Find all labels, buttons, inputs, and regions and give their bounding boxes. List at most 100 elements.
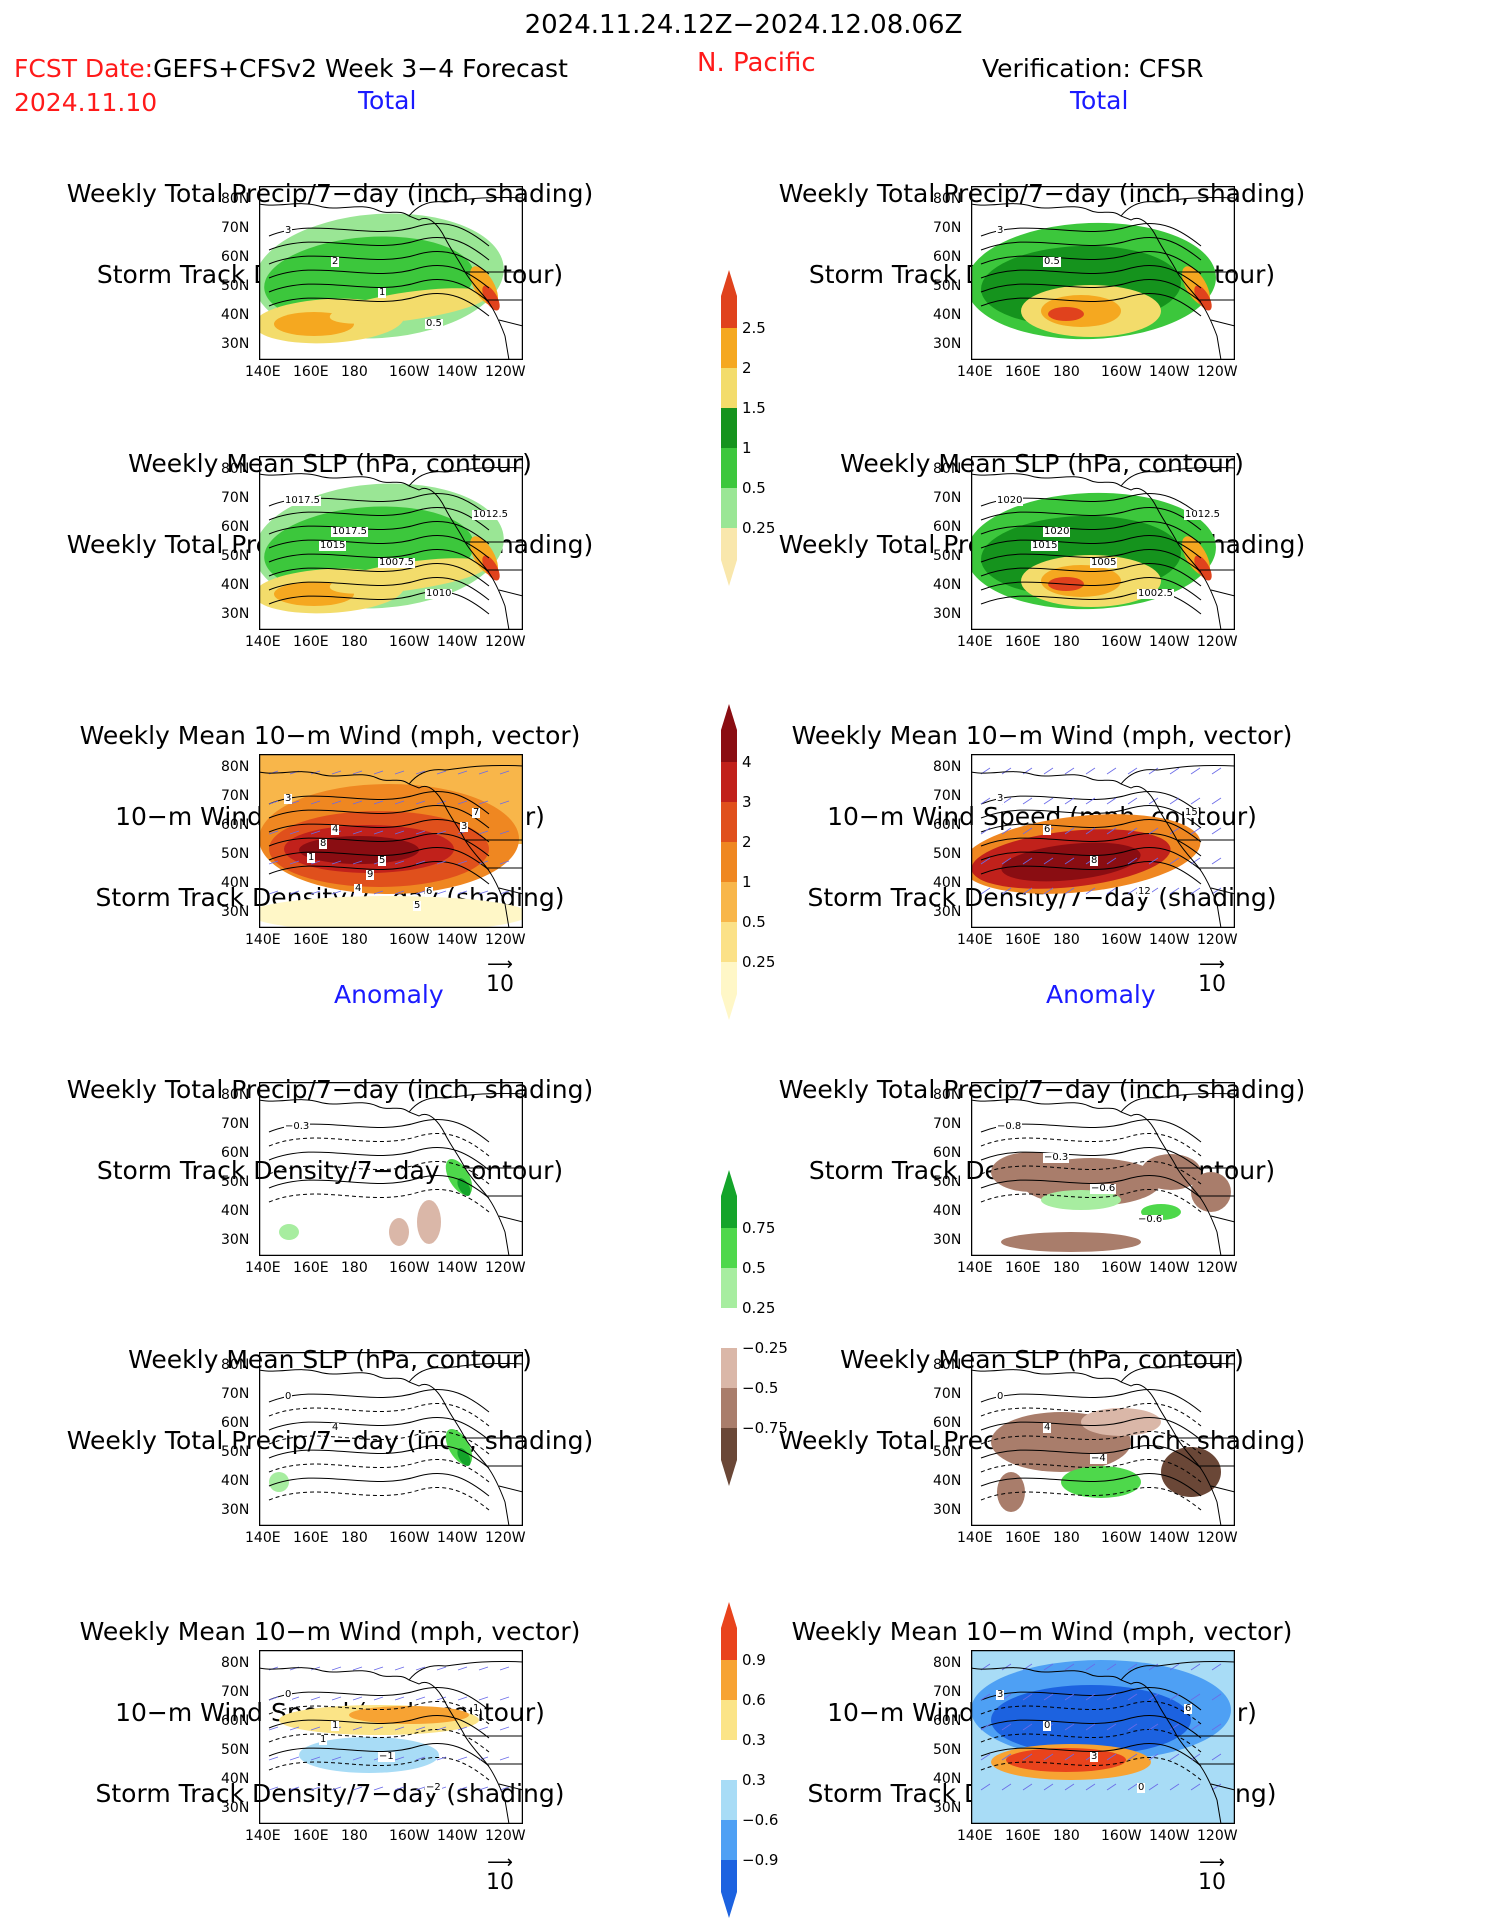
- lon-tick-label: 180: [1053, 1530, 1080, 1546]
- title-line: Weekly Total Precip/7−day (inch, shading…: [778, 1075, 1306, 1104]
- colorbar-tick-label: 0.9: [742, 1651, 766, 1669]
- colorbar-swatch: [721, 842, 737, 882]
- lon-tick-label: 140W: [1149, 1828, 1190, 1844]
- lat-tick-label: 30N: [221, 1800, 250, 1816]
- coastline: [971, 1362, 1235, 1526]
- contour-label: 3: [996, 225, 1005, 236]
- contour-label: −0.8: [996, 1121, 1023, 1132]
- coastline: [971, 1660, 1235, 1824]
- colorbar-tick-label: −0.9: [742, 1851, 779, 1869]
- lat-tick-label: 80N: [221, 1087, 250, 1103]
- lat-tick-label: 40N: [221, 875, 250, 891]
- contour-label: 1: [472, 1703, 481, 1714]
- colorbar-swatch: [721, 1740, 737, 1780]
- lon-tick-label: 180: [341, 932, 368, 948]
- lon-tick-label: 160W: [1101, 364, 1142, 380]
- title-line: Weekly Mean SLP (hPa, contour): [840, 1345, 1244, 1374]
- lat-tick-label: 70N: [933, 788, 962, 804]
- colorbar-tick-label: 0.5: [742, 479, 766, 497]
- lat-tick-label: 60N: [933, 1713, 962, 1729]
- map-plot: [971, 186, 1235, 360]
- vector-ref-label: 10: [1198, 972, 1226, 997]
- contour-layer: [980, 222, 1202, 317]
- colorbar-swatch: [721, 1428, 737, 1486]
- contour-label: 0: [284, 1391, 293, 1402]
- map-forecast-slp-anom: 0 4 80N 70N 60N 50N 40N 30N 140E 160E 180 160W 140W 1…: [221, 1352, 526, 1546]
- colorbar-swatch: [721, 962, 737, 1020]
- contour-label: 3: [284, 793, 293, 804]
- colorbar-precip-anomaly: 0.75 0.5 0.25 −0.25 −0.5 −0.75: [720, 1168, 788, 1492]
- map-frame: [259, 1352, 523, 1526]
- map-frame: [971, 186, 1235, 360]
- lon-tick-label: 160E: [293, 932, 329, 948]
- lat-tick-label: 70N: [221, 490, 250, 506]
- colorbar-swatch: [721, 802, 737, 842]
- fcst-date-label: FCST Date:: [14, 54, 154, 83]
- colorbar-swatch: [721, 762, 737, 802]
- lon-tick-label: 140W: [437, 1530, 478, 1546]
- lat-tick-label: 70N: [221, 788, 250, 804]
- colorbar-tick-label: 0.25: [742, 1299, 776, 1317]
- colorbar-swatch: [721, 1700, 737, 1740]
- lat-tick-label: 30N: [933, 336, 962, 352]
- lat-tick-label: 80N: [221, 191, 250, 207]
- lat-tick-label: 50N: [221, 1174, 250, 1190]
- lon-tick-label: 120W: [485, 1260, 526, 1276]
- contour-label: −4: [1090, 1453, 1107, 1464]
- colorbar-tick-label: 0.3: [742, 1731, 766, 1749]
- lon-tick-label: 140E: [245, 932, 281, 948]
- vector-reference-fc-anom: ⟶ 10: [475, 1854, 525, 1896]
- lon-tick-label: 140E: [245, 1828, 281, 1844]
- coastline: [259, 1362, 523, 1526]
- contour-label: −0.6: [1090, 1183, 1117, 1194]
- shading-layer: [259, 213, 504, 344]
- title-line: Weekly Total Precip/7−day (inch, shading…: [778, 179, 1306, 208]
- map-plot: [971, 456, 1235, 630]
- lon-tick-label: 140E: [245, 364, 281, 380]
- contour-label: 1: [307, 852, 316, 863]
- lon-tick-label: 140E: [957, 1260, 993, 1276]
- colorbar-tick-label: 0.5: [742, 913, 766, 931]
- lon-tick-label: 120W: [485, 364, 526, 380]
- contour-layer: [268, 222, 490, 317]
- contour-label: 3: [284, 225, 293, 236]
- contour-layer: [980, 492, 1202, 615]
- lat-tick-label: 30N: [221, 1232, 250, 1248]
- lon-tick-label: 160W: [1101, 634, 1142, 650]
- arrow-right-icon: ⟶: [1199, 1852, 1225, 1873]
- lat-tick-label: 30N: [933, 1800, 962, 1816]
- title-fc-slp-anom: Weekly Mean SLP (hPa, contour) Weekly To…: [60, 1292, 600, 1508]
- lat-tick-label: 50N: [221, 548, 250, 564]
- contour-label: 7: [472, 807, 481, 818]
- contour-label: 1017.5: [284, 495, 321, 506]
- section-anomaly-verification: Anomaly: [1046, 980, 1156, 1009]
- lat-tick-label: 50N: [933, 1444, 962, 1460]
- colorbar-swatch: [721, 1268, 737, 1308]
- contour-label: 8: [319, 838, 328, 849]
- map-verification-precip-anom: −0.8 −0.3 −0.6 −0.6 80N 70N 60N 50N 40N 30N 140E 16…: [933, 1082, 1238, 1276]
- colorbar-swatch: [721, 922, 737, 962]
- lat-tick-label: 70N: [933, 1684, 962, 1700]
- coastline: [259, 1092, 523, 1256]
- contour-label: 1002.5: [1137, 588, 1174, 599]
- colorbar-tick-label: 0.25: [742, 953, 776, 971]
- lat-tick-label: 40N: [933, 1771, 962, 1787]
- lon-tick-label: 180: [341, 1828, 368, 1844]
- lon-tick-label: 140W: [1149, 1260, 1190, 1276]
- colorbar-tick-label: 0.6: [742, 1691, 766, 1709]
- lat-tick-label: 60N: [933, 249, 962, 265]
- lat-tick-label: 50N: [221, 846, 250, 862]
- lat-tick-label: 80N: [221, 1655, 250, 1671]
- shading-layer: [971, 1650, 1235, 1824]
- lon-tick-label: 120W: [1197, 1828, 1238, 1844]
- lat-tick-label: 30N: [221, 336, 250, 352]
- map-forecast-wind-total: 3 4 5 6 7 8 9 5 3 1 4 80N 70N 60N 50N 40N 30N 140E 160E 180…: [221, 754, 526, 948]
- contour-label: 1010: [425, 588, 453, 599]
- lon-tick-label: 160E: [1005, 634, 1041, 650]
- contour-layer: [268, 770, 510, 895]
- lon-tick-label: 160E: [293, 634, 329, 650]
- lon-tick-label: 160E: [293, 1828, 329, 1844]
- lat-tick-label: 40N: [933, 307, 962, 323]
- map-plot: [971, 1352, 1235, 1526]
- contour-label: 0: [1137, 1782, 1146, 1793]
